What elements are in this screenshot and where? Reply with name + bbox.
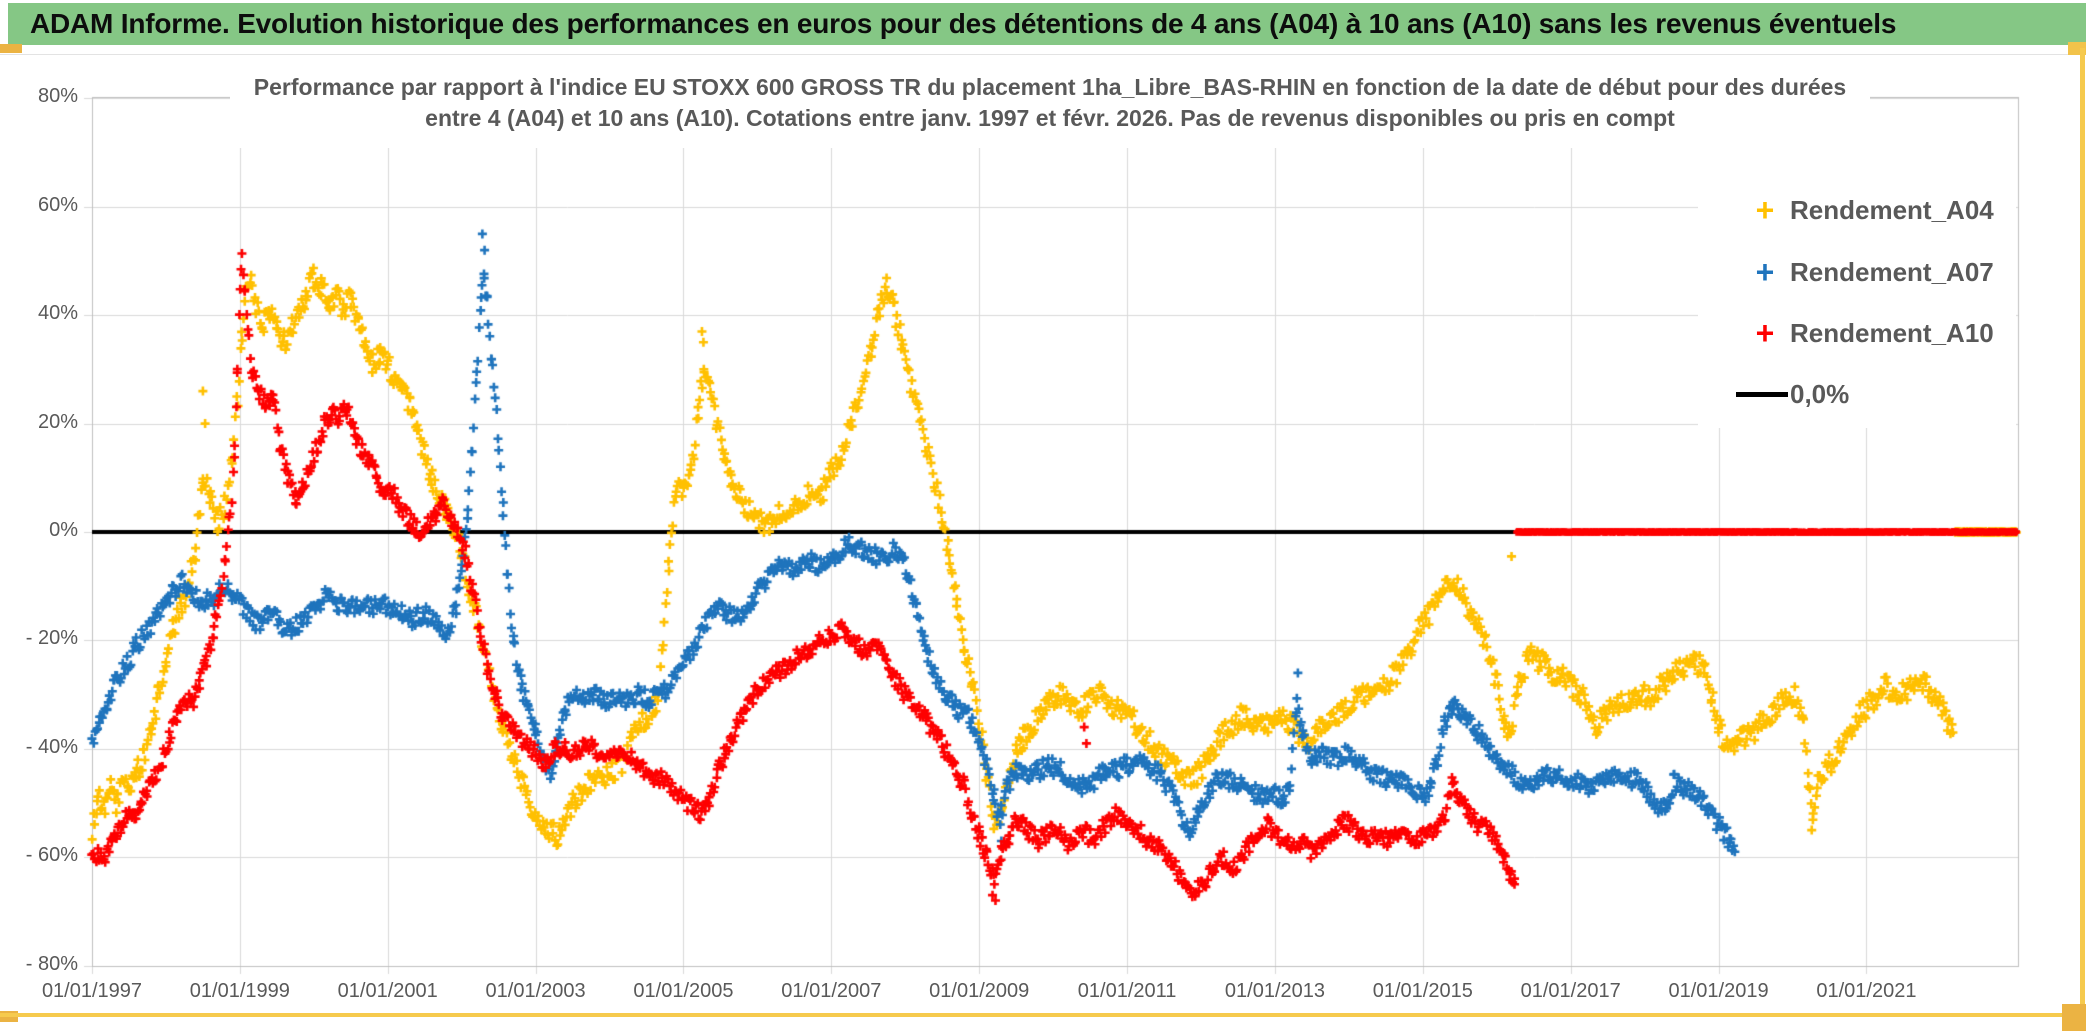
x-axis-tick-label: 01/01/2003 — [485, 980, 586, 1002]
x-axis-tick-label: 01/01/2021 — [1816, 980, 1917, 1002]
y-axis-tick-label: 40% — [37, 302, 78, 325]
chart-title-line1: Performance par rapport à l'indice EU ST… — [253, 74, 1847, 100]
legend-item-zero-line: 0,0% — [1698, 366, 2016, 422]
legend-label: Rendement_A07 — [1790, 256, 1994, 287]
chart-legend: + Rendement_A04 + Rendement_A07 + Rendem… — [1698, 138, 2016, 428]
plus-marker-icon: + — [1755, 192, 1775, 228]
legend-label: 0,0% — [1790, 378, 1850, 409]
chart-title: Performance par rapport à l'indice EU ST… — [230, 64, 1870, 148]
x-axis-tick-label: 01/01/2005 — [633, 980, 734, 1002]
x-axis-tick-label: 01/01/2007 — [781, 980, 882, 1002]
legend-item-a04: + Rendement_A04 — [1698, 182, 2016, 238]
legend-label: Rendement_A10 — [1790, 317, 1994, 348]
x-axis-tick-label: 01/01/2017 — [1520, 980, 1621, 1002]
legend-item-a10: + Rendement_A10 — [1698, 305, 2016, 361]
y-axis-tick-label: 60% — [37, 193, 78, 216]
legend-item-a07: + Rendement_A07 — [1698, 244, 2016, 300]
x-axis-tick-label: 01/01/1997 — [41, 980, 143, 1002]
y-axis-tick-label: - 80% — [25, 952, 78, 975]
y-axis-tick-label: - 60% — [25, 844, 78, 867]
y-axis-tick-label: - 40% — [25, 735, 78, 758]
x-axis-tick-label: 01/01/2015 — [1372, 980, 1473, 1002]
plus-marker-icon: + — [1755, 315, 1775, 351]
y-axis-tick-label: 20% — [37, 410, 78, 433]
x-axis-tick-label: 01/01/2013 — [1224, 980, 1325, 1002]
y-axis-tick-label: - 20% — [25, 627, 78, 650]
y-axis-tick-label: 0% — [49, 519, 78, 541]
y-axis-tick-label: 80% — [37, 85, 78, 108]
x-axis-tick-label: 01/01/2009 — [929, 980, 1030, 1002]
x-axis-tick-label: 01/01/2001 — [337, 980, 438, 1002]
zero-line-icon — [1736, 391, 1788, 397]
chart-title-line2: entre 4 (A04) et 10 ans (A10). Cotations… — [425, 105, 1675, 131]
x-axis-tick-label: 01/01/2019 — [1668, 980, 1769, 1002]
x-axis-tick-label: 01/01/1999 — [189, 980, 290, 1002]
x-axis-tick-label: 01/01/2011 — [1077, 980, 1177, 1002]
legend-label: Rendement_A04 — [1790, 194, 1994, 225]
plus-marker-icon: + — [1755, 254, 1775, 290]
